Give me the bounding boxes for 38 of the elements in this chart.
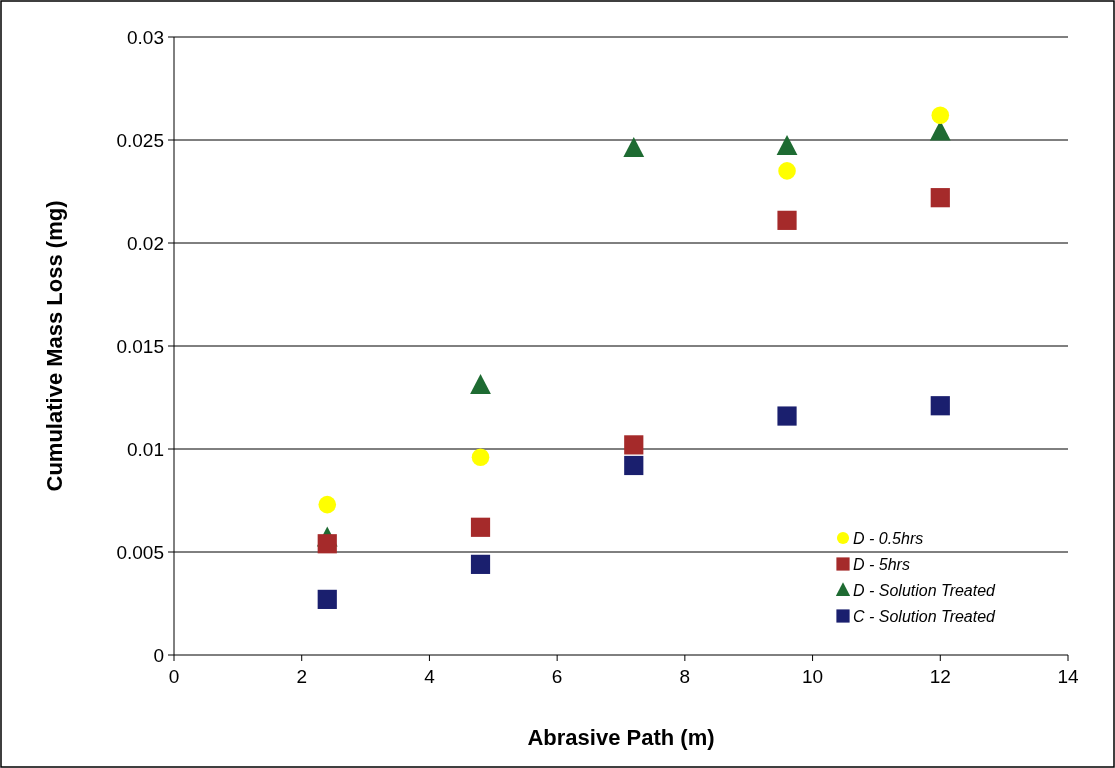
point [778,162,796,180]
x-tick-label: 10 [802,666,824,687]
x-tick-label: 0 [168,666,180,687]
y-tick-label: 0.01 [127,438,164,460]
point [470,373,491,394]
x-tick-label: 2 [296,666,307,687]
point [931,106,950,125]
point [470,554,491,574]
point [777,210,797,230]
x-tick-label: 4 [424,666,436,687]
x-tick-label: 12 [929,666,951,687]
point [930,188,950,208]
legend-label: D - 0.5hrs [853,529,924,547]
point [470,517,491,537]
x-tick-label: 8 [679,666,691,687]
point [623,137,645,158]
y-tick-label: 0.03 [127,26,164,48]
y-tick-label: 0.005 [116,541,164,563]
legend-label: D - Solution Treated [853,581,997,599]
point [318,495,337,514]
point [930,396,950,416]
legend-label: C - Solution Treated [853,607,997,625]
point [317,534,337,554]
point [317,589,337,609]
point [777,406,797,426]
legend-label: D - 5hrs [853,555,910,573]
y-tick-label: 0 [153,644,164,666]
x-axis-title: Abrasive Path (m) [527,725,715,750]
x-tick-label: 6 [551,666,563,687]
y-axis-title: Cumulative Mass Loss (mg) [42,200,67,492]
y-tick-label: 0.025 [116,129,164,151]
point [624,455,644,476]
point [776,134,798,155]
y-tick-label: 0.02 [127,232,164,254]
point [624,435,644,455]
y-tick-label: 0.015 [116,335,164,357]
point [471,448,490,467]
x-tick-label: 14 [1057,666,1079,687]
